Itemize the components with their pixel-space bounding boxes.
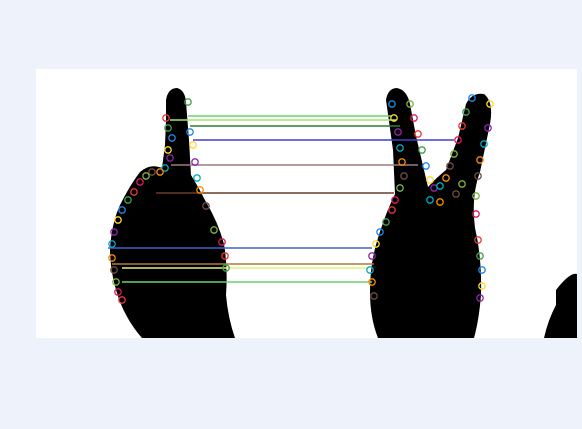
keypoint-marker <box>388 100 396 108</box>
right-hand-silhouette <box>370 88 492 338</box>
keypoint-marker <box>156 168 164 176</box>
keypoint-marker <box>118 296 126 304</box>
keypoint-marker <box>422 162 430 170</box>
keypoint-marker <box>210 226 218 234</box>
keypoint-marker <box>110 266 118 274</box>
keypoint-marker <box>196 186 204 194</box>
keypoint-marker <box>221 252 229 260</box>
keypoint-marker <box>436 182 444 190</box>
keypoint-marker <box>110 228 118 236</box>
keypoint-marker <box>478 282 486 290</box>
keypoint-marker <box>186 128 194 136</box>
keypoint-marker <box>189 141 197 149</box>
keypoint-marker <box>366 266 374 274</box>
keypoint-marker <box>462 108 470 116</box>
keypoint-marker <box>454 136 462 144</box>
keypoint-marker <box>161 164 169 172</box>
keypoint-marker <box>382 218 390 226</box>
keypoint-marker <box>222 264 230 272</box>
keypoint-marker <box>450 150 458 158</box>
keypoint-marker <box>458 122 466 130</box>
keypoint-marker <box>218 238 226 246</box>
keypoint-marker <box>193 174 201 182</box>
keypoint-marker <box>474 172 482 180</box>
left-hand-silhouette <box>110 88 235 338</box>
match-lines <box>108 115 454 283</box>
keypoint-marker <box>472 210 480 218</box>
keypoint-marker <box>130 188 138 196</box>
keypoint-marker <box>391 196 399 204</box>
keypoint-marker <box>474 236 482 244</box>
keypoint-marker <box>166 154 174 162</box>
keypoint-marker <box>372 240 380 248</box>
keypoint-marker <box>136 178 144 186</box>
keypoint-marker <box>124 196 132 204</box>
keypoint-marker <box>426 196 434 204</box>
keypoint-marker <box>368 252 376 260</box>
keypoint-marker <box>410 114 418 122</box>
keypoint-marker <box>452 190 460 198</box>
keypoint-marker <box>202 202 210 210</box>
keypoint-marker <box>472 192 480 200</box>
keypoint-marker <box>388 206 396 214</box>
keypoint-marker <box>108 254 116 262</box>
keypoint-marker <box>442 174 450 182</box>
keypoint-marker <box>480 140 488 148</box>
keypoint-marker <box>164 146 172 154</box>
keypoint-marker <box>114 288 122 296</box>
keypoint-marker <box>476 156 484 164</box>
keypoint-marker <box>118 206 126 214</box>
keypoint-marker <box>164 124 172 132</box>
keypoint-marker <box>446 162 454 170</box>
keypoint-marker <box>108 240 116 248</box>
keypoint-marker <box>398 158 406 166</box>
keypoint-marker <box>478 266 486 274</box>
keypoint-marker <box>390 114 398 122</box>
keypoint-marker <box>468 94 476 102</box>
keypoint-marker <box>476 294 484 302</box>
keypoint-marker <box>396 184 404 192</box>
keypoint-marker <box>458 180 466 188</box>
keypoints <box>108 94 494 304</box>
keypoint-marker <box>370 292 378 300</box>
keypoint-marker <box>168 134 176 142</box>
keypoint-marker <box>418 146 426 154</box>
keypoint-marker <box>436 198 444 206</box>
keypoint-marker <box>400 172 408 180</box>
keypoint-marker <box>414 130 422 138</box>
image-panel <box>36 69 577 338</box>
keypoint-marker <box>112 278 120 286</box>
bottom-right-edge-blob <box>544 273 577 338</box>
keypoint-marker <box>162 114 170 122</box>
keypoint-marker <box>486 100 494 108</box>
keypoint-marker <box>394 128 402 136</box>
keypoint-marker <box>476 252 484 260</box>
keypoint-marker <box>396 144 404 152</box>
keypoint-marker <box>191 158 199 166</box>
keypoint-marker <box>426 176 434 184</box>
keypoint-marker <box>142 172 150 180</box>
keypoint-marker <box>114 216 122 224</box>
keypoint-marker <box>406 100 414 108</box>
keypoint-marker <box>148 168 156 176</box>
keypoint-marker <box>184 98 192 106</box>
keypoint-marker <box>484 124 492 132</box>
keypoint-marker <box>376 228 384 236</box>
keypoint-marker <box>368 278 376 286</box>
